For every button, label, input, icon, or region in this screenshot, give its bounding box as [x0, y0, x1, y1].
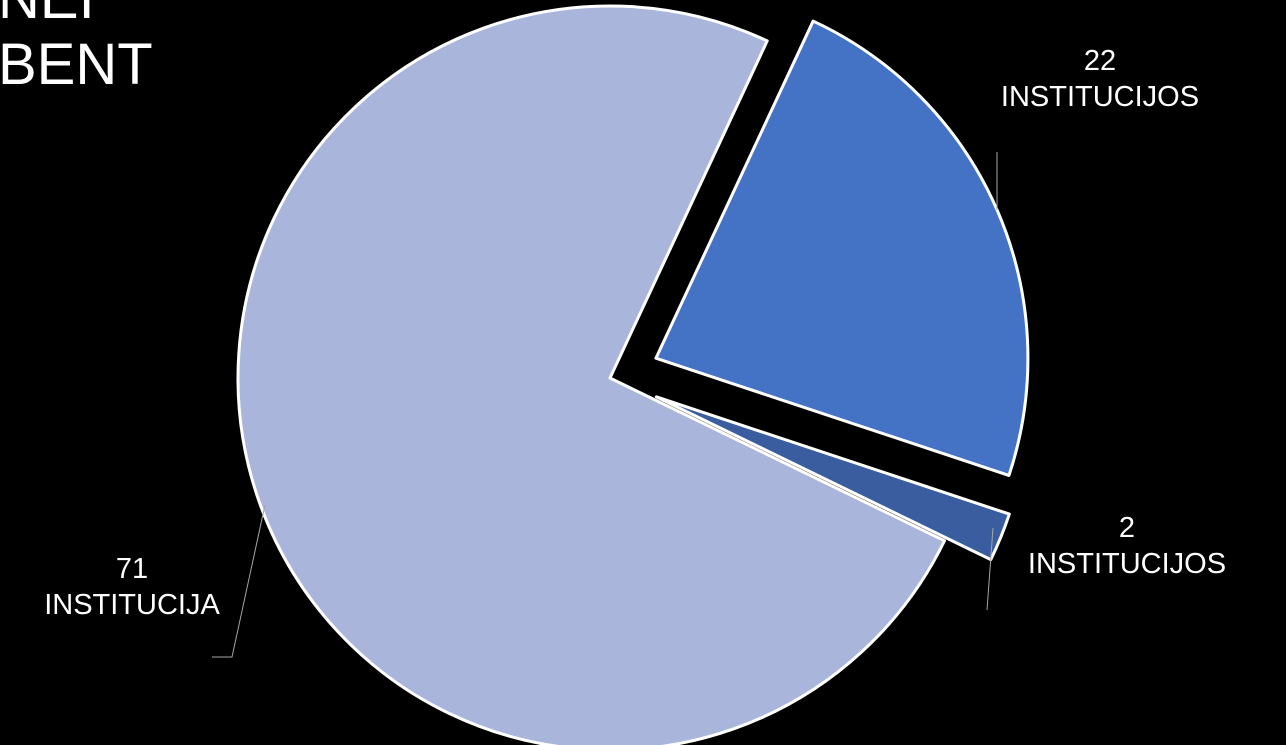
pie-slice-22 [654, 19, 1030, 477]
data-label-category: INSTITUCIJOS [1001, 81, 1199, 113]
leader-lines [212, 152, 998, 658]
pie-slice-71 [236, 4, 947, 745]
data-label-category: INSTITUCIJOS [1028, 548, 1226, 580]
data-label-value: 22 [1084, 45, 1116, 77]
heading-line-2: BENT [0, 32, 153, 97]
data-label-value: 2 [1119, 512, 1135, 544]
heading-line-1: NEI [0, 0, 95, 28]
data-label-2: 2 INSTITUCIJOS [1028, 512, 1226, 580]
data-label-71: 71 INSTITUCIJA [44, 553, 220, 621]
data-label-22: 22 INSTITUCIJOS [1001, 45, 1199, 113]
leader-line-71 [212, 504, 266, 658]
leader-line-2 [986, 527, 994, 611]
pie-slices [236, 4, 1030, 745]
data-label-category: INSTITUCIJA [44, 589, 220, 621]
data-label-value: 71 [116, 553, 148, 585]
data-labels: 71 INSTITUCIJA 22 INSTITUCIJOS 2 INSTITUCIJOS [44, 45, 1226, 621]
